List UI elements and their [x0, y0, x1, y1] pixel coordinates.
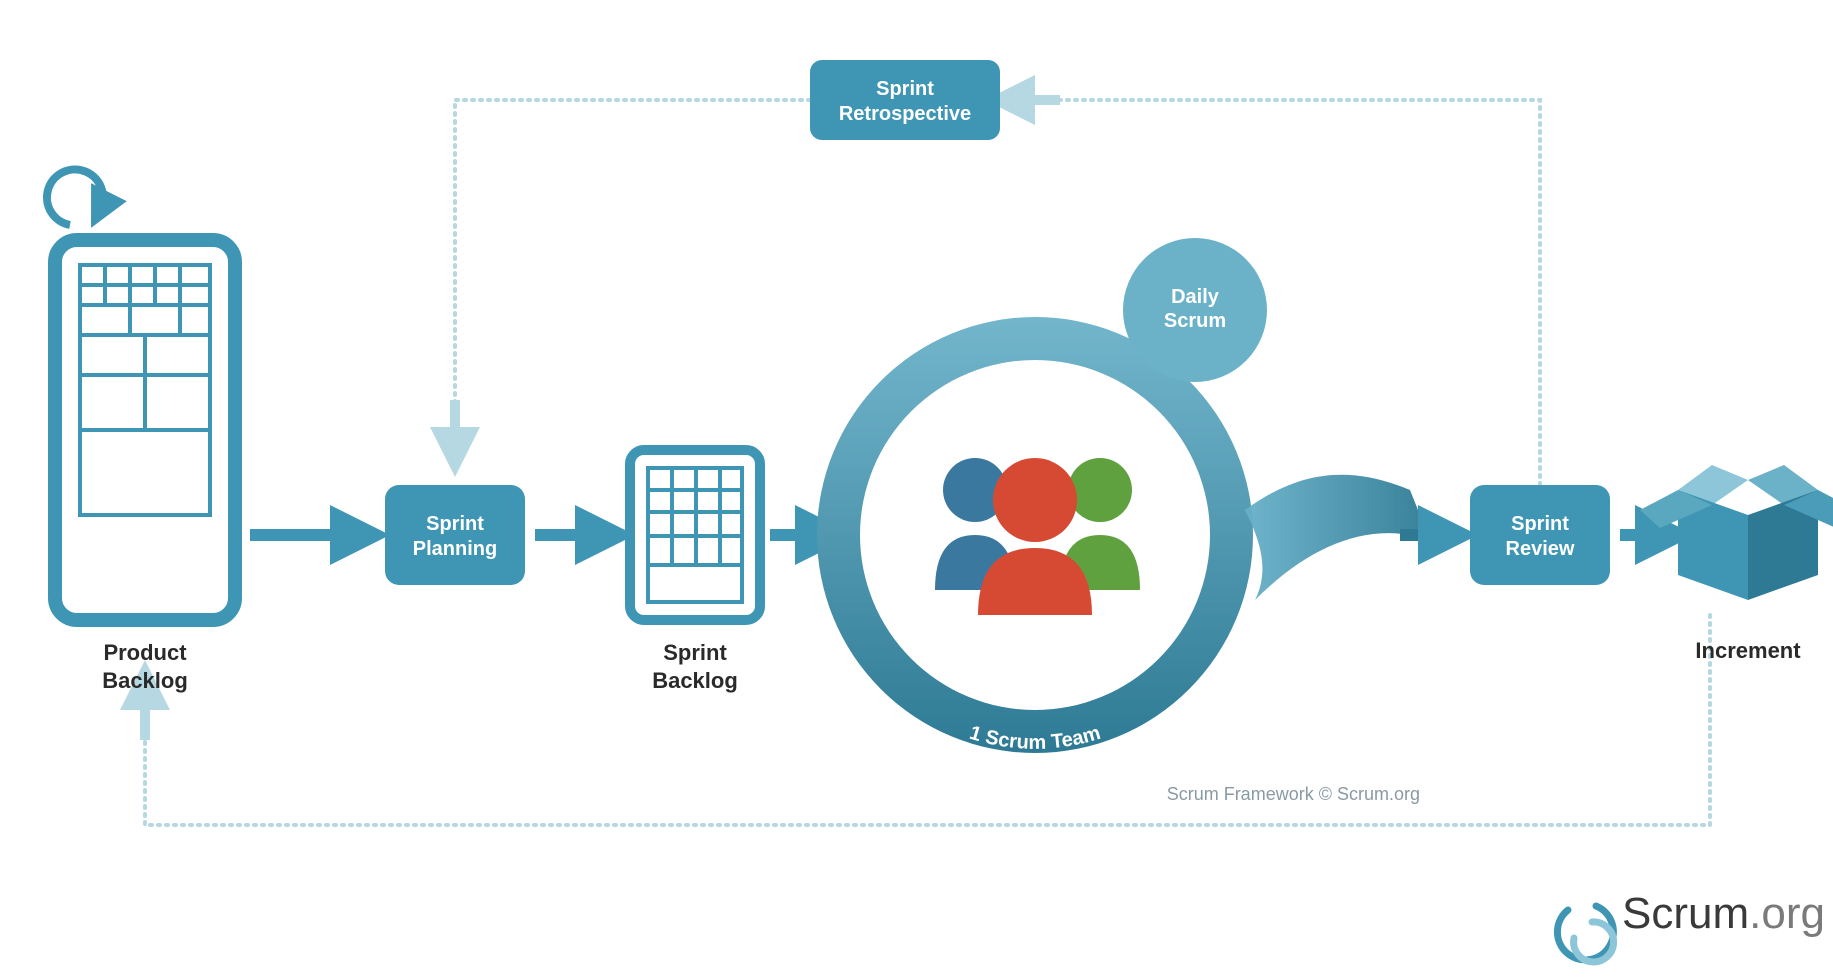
svg-text:Sprint: Sprint: [876, 78, 934, 100]
refinement-loop-icon: [47, 169, 103, 225]
svg-text:Sprint: Sprint: [1511, 513, 1569, 535]
feedback-loop-retrospective-2: [455, 100, 810, 438]
logo-text-org: .org: [1749, 889, 1825, 938]
scrum-org-logo: Scrum.org: [1557, 889, 1825, 962]
product-backlog-label-2: Backlog: [102, 668, 188, 693]
svg-text:Retrospective: Retrospective: [839, 103, 971, 125]
svg-text:Review: Review: [1506, 538, 1575, 560]
increment: Increment: [1640, 465, 1833, 663]
svg-text:Backlog: Backlog: [652, 668, 738, 693]
svg-text:Sprint: Sprint: [663, 640, 727, 665]
open-box-icon: [1640, 465, 1833, 600]
sprint-retrospective: Sprint Retrospective: [810, 60, 1000, 140]
sprint-backlog: Sprint Backlog: [630, 450, 760, 693]
logo-text-scrum: Scrum: [1622, 889, 1749, 938]
svg-text:Daily: Daily: [1171, 286, 1220, 308]
scrum-logo-mark: [1557, 906, 1613, 962]
svg-text:Sprint: Sprint: [426, 513, 484, 535]
copyright-text: Scrum Framework © Scrum.org: [1167, 784, 1420, 804]
scrum-framework-diagram: Product Backlog Sprint Planning Sprint B…: [0, 0, 1833, 978]
daily-scrum: Daily Scrum: [1123, 238, 1267, 382]
svg-text:Scrum.org: Scrum.org: [1622, 889, 1825, 938]
product-backlog-label-1: Product: [103, 640, 187, 665]
product-backlog: Product Backlog: [47, 169, 235, 693]
increment-label: Increment: [1695, 638, 1801, 663]
svg-text:Planning: Planning: [413, 538, 497, 560]
scrum-team-ring: 1 Scrum Team: [817, 317, 1253, 754]
sprint-review: Sprint Review: [1470, 485, 1610, 585]
svg-text:Scrum: Scrum: [1164, 310, 1226, 332]
sprint-planning: Sprint Planning: [385, 485, 525, 585]
